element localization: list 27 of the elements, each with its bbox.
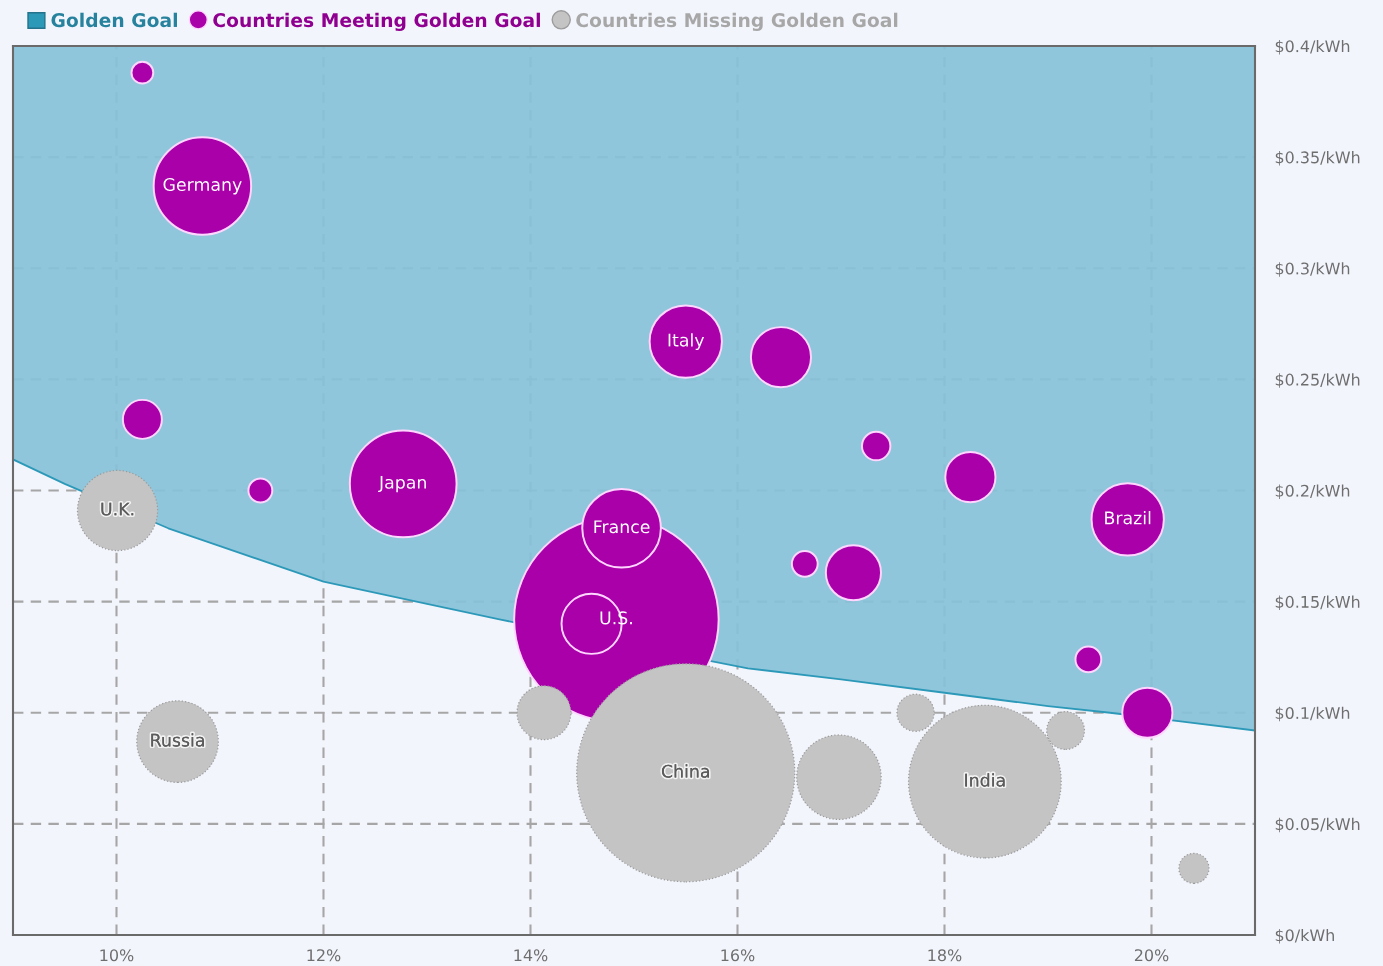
annotation: Germany bbox=[163, 177, 242, 195]
x-tick-label: 20% bbox=[1134, 949, 1169, 962]
y-tick-label: $0.4/kWh bbox=[1275, 39, 1350, 55]
annotation: India bbox=[965, 773, 1005, 787]
x-tick-label: 16% bbox=[721, 949, 755, 962]
y-tick-label: $0.35/kWh bbox=[1275, 151, 1360, 166]
annotation: China bbox=[661, 764, 709, 778]
y-tick-label: $0.1/kWh bbox=[1275, 706, 1350, 722]
annotation: Brazil bbox=[1105, 510, 1151, 525]
annotation: France bbox=[594, 520, 650, 534]
annotation: Italy bbox=[668, 333, 705, 350]
annotation: Japan bbox=[378, 475, 426, 493]
x-tick-label: 14% bbox=[514, 949, 548, 962]
y-tick-label: $0.05/kWh bbox=[1275, 817, 1360, 833]
annotation: U.K. bbox=[101, 502, 134, 516]
x-tick-label: 12% bbox=[307, 949, 341, 962]
legend-label: Countries Missing Golden Goal bbox=[576, 12, 898, 31]
x-tick-label: 18% bbox=[928, 949, 962, 962]
annotation: Russia bbox=[151, 733, 204, 747]
x-tick-label: 10% bbox=[100, 949, 134, 962]
y-tick-label: $0.3/kWh bbox=[1275, 262, 1350, 277]
legend-label: Countries Meeting Golden Goal bbox=[213, 12, 540, 31]
legend-label: Golden Goal bbox=[51, 12, 177, 28]
y-tick-label: $0.15/kWh bbox=[1275, 595, 1360, 611]
y-tick-label: $0/kWh bbox=[1275, 928, 1334, 944]
y-tick-label: $0.2/kWh bbox=[1275, 484, 1350, 499]
y-tick-label: $0.25/kWh bbox=[1275, 373, 1360, 388]
